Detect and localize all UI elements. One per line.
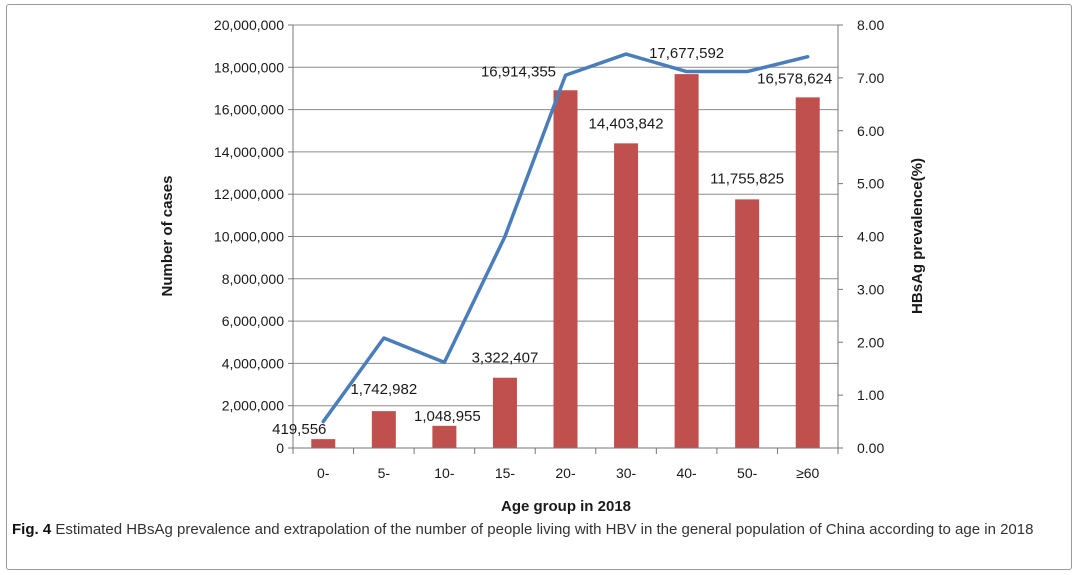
combo-chart: 0 2,000,000 4,000,000 6,000,000 8,000,000 10,… (159, 17, 926, 515)
x-tick-label: ≥60 (796, 465, 819, 481)
x-tick-label: 15- (495, 465, 516, 481)
axes: 0 2,000,000 4,000,000 6,000,000 8,000,000 10,… (214, 17, 885, 481)
y2-axis-title: HBsAg prevalence(%) (909, 158, 926, 314)
x-tick-label: 10- (434, 465, 455, 481)
bar-series (311, 74, 820, 449)
bar-value-label: 14,403,842 (589, 115, 664, 132)
figure-label: Fig. 4 (12, 521, 52, 538)
bar-8 (795, 97, 820, 449)
bar-value-label: 16,578,624 (757, 70, 832, 87)
caption-text: Estimated HBsAg prevalence and extrapola… (51, 521, 1034, 538)
x-tick-label: 5- (378, 465, 391, 481)
bar-3 (492, 377, 517, 448)
y2-tick-label: 7.00 (857, 70, 884, 86)
y-tick-label: 18,000,000 (214, 59, 284, 75)
data-labels: 419,556 1,742,982 1,048,955 3,322,407 16,914… (272, 45, 832, 438)
bar-6 (674, 74, 699, 448)
prevalence-line-series (321, 52, 810, 424)
y-tick-label: 16,000,000 (214, 102, 284, 118)
x-tick-label: 20- (555, 465, 576, 481)
bar-7 (735, 199, 760, 448)
y2-tick-label: 0.00 (857, 440, 884, 456)
y-tick-label: 14,000,000 (214, 144, 284, 160)
y2-tick-label: 4.00 (857, 229, 884, 245)
bar-4 (553, 90, 578, 449)
y-tick-label: 8,000,000 (222, 271, 284, 287)
x-tick-label: 30- (616, 465, 637, 481)
bar-5 (614, 143, 639, 448)
y-tick-label: 4,000,000 (222, 355, 284, 371)
y2-tick-label: 5.00 (857, 176, 884, 192)
bar-1 (371, 411, 396, 448)
y-tick-label: 2,000,000 (222, 398, 284, 414)
x-axis-title: Age group in 2018 (501, 498, 631, 515)
y2-tick-label: 2.00 (857, 334, 884, 350)
bar-value-label: 11,755,825 (710, 170, 784, 187)
bar-2 (432, 425, 457, 448)
bar-value-label: 419,556 (272, 421, 326, 438)
y-tick-label: 20,000,000 (214, 17, 284, 33)
bar-0 (311, 439, 336, 448)
x-tick-label: 50- (737, 465, 758, 481)
y-tick-label: 10,000,000 (214, 229, 284, 245)
y-axis-title: Number of cases (159, 176, 176, 297)
figure-frame (6, 4, 1072, 570)
y2-tick-label: 6.00 (857, 123, 884, 139)
bar-value-label: 17,677,592 (649, 45, 724, 62)
y2-tick-label: 3.00 (857, 281, 884, 297)
y2-tick-label: 8.00 (857, 17, 884, 33)
y-tick-label: 6,000,000 (222, 313, 284, 329)
bar-value-label: 16,914,355 (481, 63, 556, 80)
bar-value-label: 1,742,982 (350, 381, 417, 398)
bar-value-label: 1,048,955 (414, 408, 481, 425)
x-tick-label: 40- (676, 465, 697, 481)
y2-tick-label: 1.00 (857, 387, 884, 403)
bar-value-label: 3,322,407 (472, 350, 539, 367)
x-tick-label: 0- (317, 465, 330, 481)
y-tick-label: 0 (276, 440, 284, 456)
figure-caption: Fig. 4 Estimated HBsAg prevalence and ex… (12, 519, 1062, 540)
y-tick-label: 12,000,000 (214, 186, 284, 202)
